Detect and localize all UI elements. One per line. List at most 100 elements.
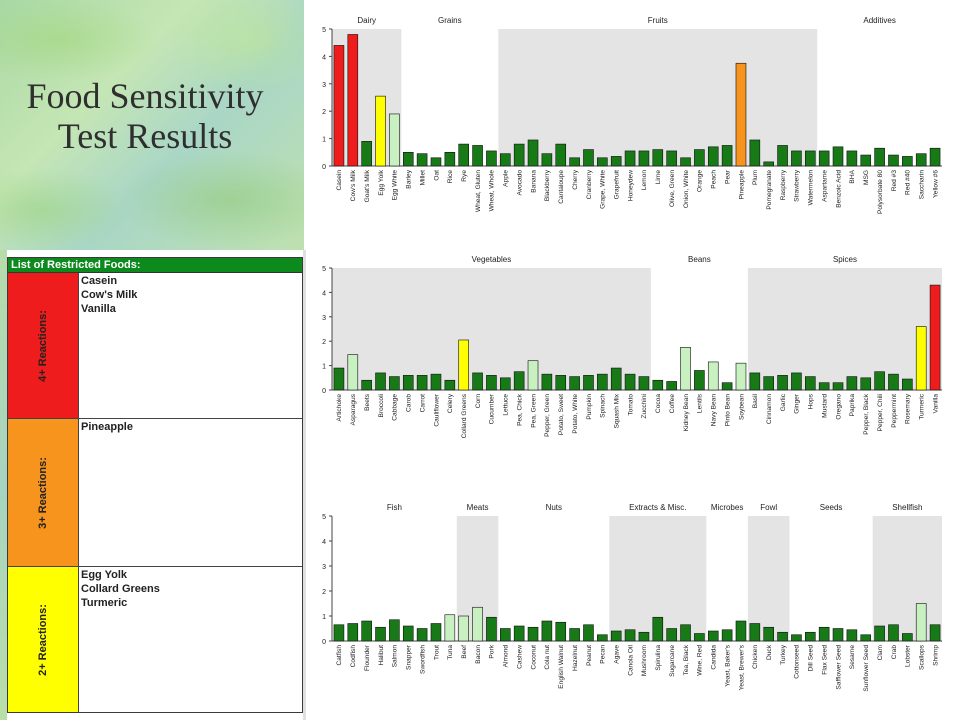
bar: [749, 372, 761, 391]
y-tick-label: 4: [322, 539, 326, 546]
category-label: Ginger: [794, 393, 801, 414]
bar: [777, 631, 788, 642]
category-label: Grape, White: [600, 170, 607, 209]
group-label: Additives: [863, 16, 895, 25]
category-label: Bacon: [475, 645, 482, 664]
y-tick-label: 0: [322, 164, 326, 171]
bar: [874, 147, 885, 167]
category-label: Spirulina: [655, 645, 662, 671]
bar: [874, 371, 885, 391]
y-tick-label: 3: [322, 564, 326, 571]
category-label: Crab: [891, 645, 898, 660]
reaction-label-cell: 3+ Reactions:: [8, 419, 79, 566]
category-label: Yeast, Baker's: [724, 644, 731, 686]
category-label: Apple: [503, 170, 510, 187]
category-label: Wheat, Gluten: [475, 170, 482, 212]
bar: [832, 628, 844, 642]
bar: [818, 626, 830, 642]
category-label: Catfish: [336, 645, 343, 666]
category-label: Banana: [530, 170, 537, 193]
bar: [721, 145, 733, 167]
bar: [555, 143, 567, 167]
category-label: Broccoli: [378, 393, 385, 417]
category-label: Pea, Green: [530, 394, 537, 428]
group-label: Dairy: [357, 16, 376, 25]
category-label: Snapper: [406, 644, 413, 670]
bar: [458, 339, 469, 391]
category-label: Cashew: [516, 645, 523, 669]
left-decor-strip: [0, 250, 7, 720]
category-label: Pineapple: [738, 170, 745, 200]
category-label: Lemon: [641, 170, 648, 190]
group-label: Beans: [688, 255, 711, 264]
bar: [763, 626, 774, 642]
panel-divider: [303, 250, 306, 720]
bar: [915, 326, 927, 391]
category-label: Pea, Chick: [516, 393, 523, 426]
bar: [375, 95, 386, 167]
y-tick-label: 3: [322, 315, 326, 322]
category-label: Soybean: [738, 394, 745, 420]
category-label: Yeast, Brewer's: [738, 644, 745, 690]
page-title-line1: Food Sensitivity: [26, 76, 264, 116]
category-label: Strawberry: [794, 169, 801, 202]
category-label: Sunflower Seed: [863, 645, 870, 692]
category-label: Celery: [447, 393, 454, 413]
bar: [430, 623, 442, 642]
bar: [749, 139, 761, 167]
category-label: Pecan: [600, 645, 607, 664]
category-label: Cabbage: [392, 394, 399, 421]
bar: [375, 372, 386, 391]
bar: [624, 629, 636, 642]
bar: [361, 620, 372, 642]
bar: [610, 367, 622, 391]
bar: [832, 382, 844, 391]
category-label: Tuna: [447, 645, 454, 660]
category-label: Cherry: [572, 169, 579, 189]
bar: [680, 347, 691, 391]
bar: [805, 631, 816, 642]
group-shade: [872, 516, 942, 641]
bar: [458, 143, 469, 167]
restricted-foods-table: List of Restricted Foods: 4+ Reactions: …: [7, 257, 303, 713]
category-label: Peach: [711, 170, 718, 189]
bar: [486, 150, 497, 167]
category-label: Cranberry: [586, 169, 593, 199]
bar: [389, 376, 400, 391]
category-label: Clam: [877, 644, 884, 660]
bar: [541, 153, 553, 167]
bar: [888, 154, 899, 167]
category-label: Lobster: [905, 644, 912, 667]
bar: [888, 373, 899, 391]
page-title: Food Sensitivity Test Results: [0, 76, 290, 156]
bar: [680, 624, 691, 642]
bar: [666, 150, 677, 167]
category-label: Squash Mix: [614, 393, 621, 428]
bar: [777, 375, 788, 391]
bar: [347, 354, 359, 391]
group-shade: [498, 29, 818, 166]
restricted-food: Egg Yolk: [81, 569, 128, 581]
category-label: Sesame: [849, 645, 856, 670]
bar: [791, 150, 802, 167]
category-label: Barley: [406, 169, 413, 188]
category-label: Chicken: [752, 645, 759, 669]
y-tick-label: 0: [322, 388, 326, 395]
bar: [375, 626, 386, 642]
bar: [527, 626, 539, 642]
reaction-row-4plus: 4+ Reactions: Casein Cow's Milk Vanilla: [8, 273, 302, 419]
page-title-line2: Test Results: [57, 116, 233, 156]
bar: [694, 633, 705, 642]
bar: [347, 34, 359, 167]
bar: [874, 625, 885, 642]
bar: [430, 157, 442, 167]
bar: [472, 606, 483, 642]
chart-panel-dairy-grains-fruits-additives: Dairy Grains Fruits Additives 0 1 2 3 4 5 Casein Co…: [306, 8, 956, 248]
category-label: Cinnamon: [766, 394, 773, 424]
bar: [416, 153, 428, 167]
restricted-food: Vanilla: [81, 303, 116, 315]
category-label: Flounder: [364, 644, 371, 671]
bar: [929, 284, 941, 391]
category-label: Almond: [503, 645, 510, 668]
bar: [929, 147, 941, 167]
